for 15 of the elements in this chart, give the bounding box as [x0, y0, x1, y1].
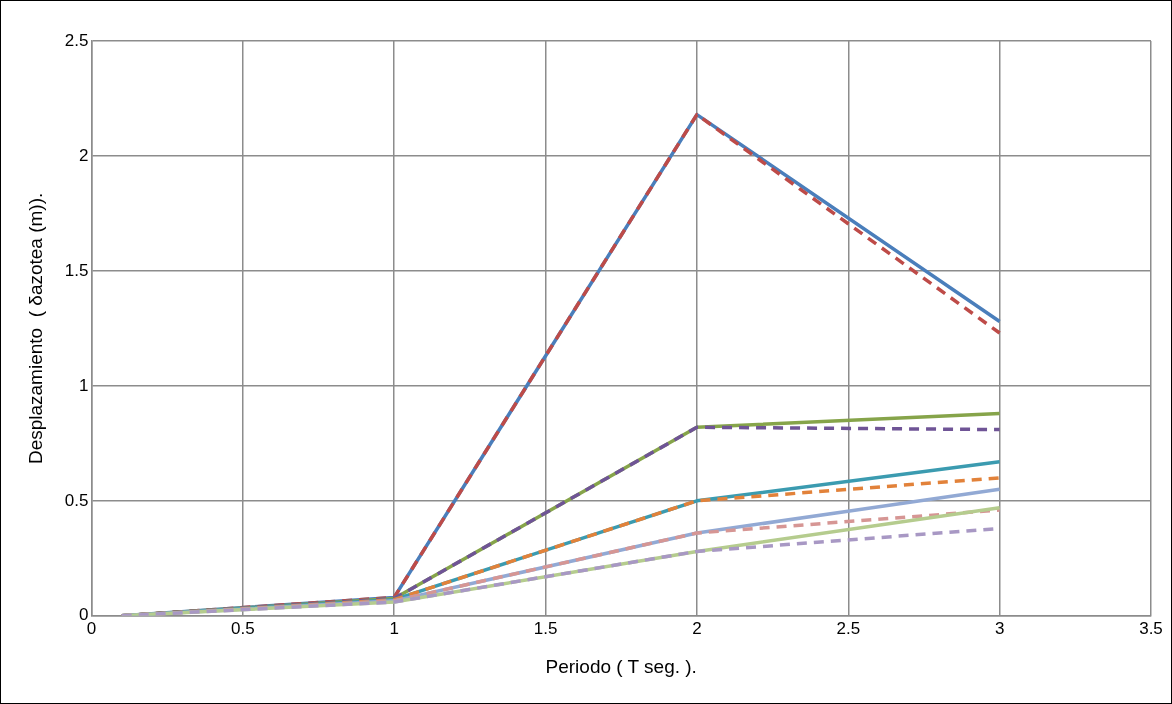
- x-tick-label: 3: [994, 618, 1005, 638]
- y-tick-label: 0.5: [64, 490, 89, 510]
- y-tick-label: 0: [78, 605, 89, 625]
- x-tick-label: 1: [389, 618, 399, 638]
- x-tick-label: 2: [692, 618, 702, 638]
- y-tick-label: 2.5: [64, 30, 89, 50]
- y-tick-label: 2: [78, 145, 89, 165]
- x-tick-label: 0.5: [230, 618, 255, 638]
- y-tick-label: 1: [78, 375, 89, 395]
- y-tick-label: 1.5: [64, 260, 89, 280]
- x-axis-title: Periodo ( T seg. ).: [545, 655, 697, 677]
- x-tick-label: 2.5: [836, 618, 861, 638]
- x-tick-label: 3.5: [1139, 618, 1163, 638]
- y-axis-title: Desplazamiento ( δazotea (m)).: [24, 192, 46, 465]
- x-tick-label: 1.5: [533, 618, 558, 638]
